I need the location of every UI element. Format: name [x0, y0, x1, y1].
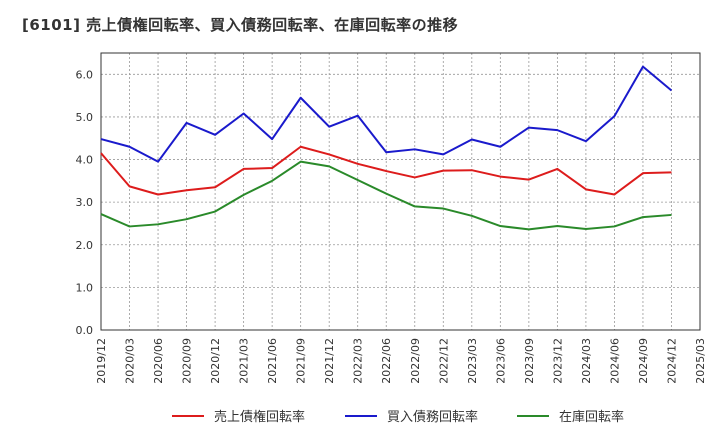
x-tick-label: 2019/12 [95, 338, 108, 384]
legend-label-1: 売上債権回転率 [214, 409, 305, 425]
plot-area [101, 53, 700, 330]
x-tick-label: 2024/06 [608, 338, 621, 384]
legend-label-2: 買入債務回転率 [387, 409, 478, 425]
x-tick-label: 2021/06 [266, 338, 279, 384]
x-tick-label: 2023/12 [551, 338, 564, 384]
x-tick-label: 2020/12 [209, 338, 222, 384]
x-tick-label: 2020/09 [181, 338, 194, 384]
x-tick-label: 2022/03 [352, 338, 365, 384]
y-tick-label: 4.0 [76, 154, 94, 167]
x-tick-label: 2025/03 [694, 338, 707, 384]
legend-label-3: 在庫回転率 [559, 409, 624, 425]
x-tick-label: 2023/09 [523, 338, 536, 384]
x-tick-label: 2021/03 [238, 338, 251, 384]
y-tick-label: 3.0 [76, 196, 94, 209]
x-tick-label: 2021/12 [323, 338, 336, 384]
x-tick-label: 2024/03 [580, 338, 593, 384]
series-line-2 [100, 65, 673, 163]
x-tick-label: 2023/06 [494, 338, 507, 384]
y-tick-label: 1.0 [76, 281, 94, 294]
y-tick-label: 6.0 [76, 68, 94, 81]
series-line-3 [100, 160, 672, 231]
x-tick-label: 2024/09 [637, 338, 650, 384]
y-tick-label: 5.0 [76, 111, 94, 124]
x-tick-label: 2022/09 [409, 338, 422, 384]
plot-frame [100, 52, 701, 331]
x-tick-label: 2021/09 [295, 338, 308, 384]
x-tick-label: 2023/03 [466, 338, 479, 384]
series-line-1 [100, 145, 672, 196]
x-tick-label: 2022/12 [437, 338, 450, 384]
chart-title: [6101] 売上債権回転率、買入債務回転率、在庫回転率の推移 [22, 16, 459, 34]
y-tick-label: 2.0 [76, 239, 94, 252]
y-tick-label: 0.0 [76, 324, 94, 337]
x-tick-label: 2022/06 [380, 338, 393, 384]
x-tick-label: 2020/06 [152, 338, 165, 384]
x-tick-label: 2024/12 [665, 338, 678, 384]
x-tick-label: 2020/03 [124, 338, 137, 384]
